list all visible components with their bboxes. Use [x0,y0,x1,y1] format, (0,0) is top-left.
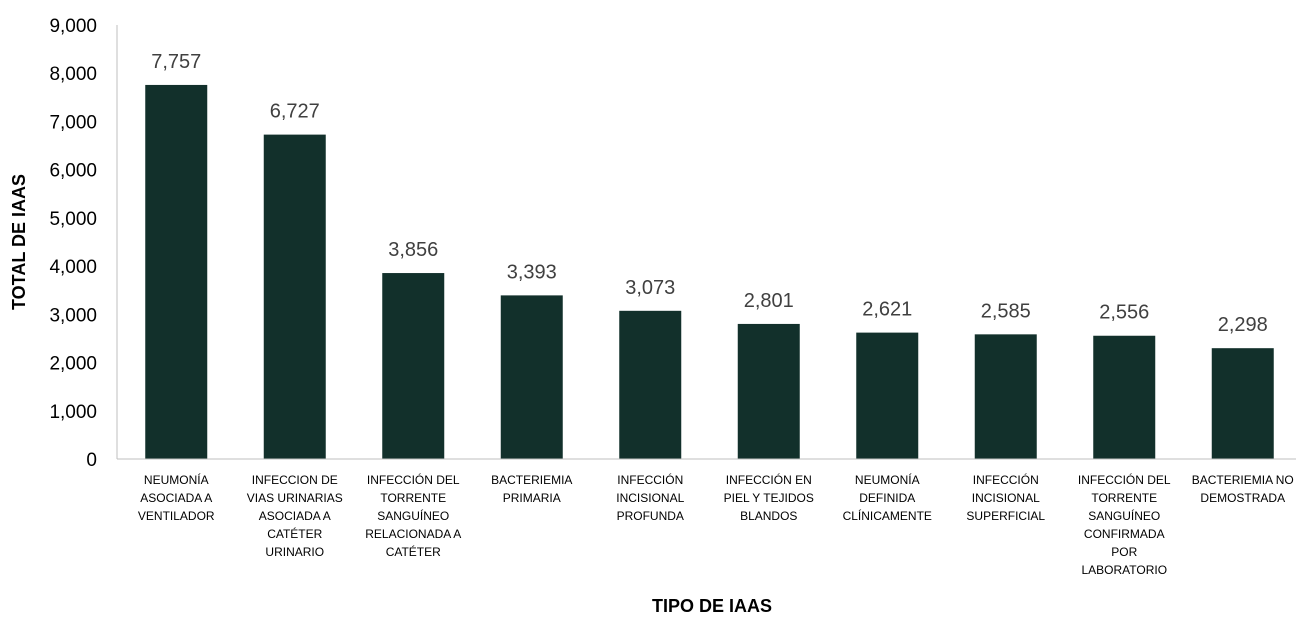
data-labels-group: 7,757 6,727 3,856 3,393 3,073 2,801 2,621 2,585… [151,51,1268,336]
y-tick-label: 7,000 [49,112,97,133]
x-category-label: INFECCIÓN EN PIEL Y TEJIDOS BLANDOS [724,472,814,523]
y-tick-label: 9,000 [49,16,97,37]
data-label: 3,393 [507,261,557,283]
x-category-label: NEUMONÍA DEFINIDA CLÍNICAMENTE [843,472,932,523]
x-category-label: NEUMONÍA ASOCIADA A VENTILADOR [138,472,215,523]
y-tick-label: 5,000 [49,209,97,230]
bar [737,323,800,459]
data-label: 7,757 [151,51,201,73]
y-tick-labels: 0 1,000 2,000 3,000 4,000 5,000 6,000 7,000 8,00… [49,16,97,471]
bar [619,310,682,459]
x-category-label: BACTERIEMIA PRIMARIA [491,473,572,505]
bar [856,332,919,459]
bar [974,334,1037,459]
y-axis-title: TOTAL DE IAAS [9,174,29,310]
x-axis-title: TIPO DE IAAS [652,596,772,616]
bars-group [145,84,1274,460]
y-tick-label: 1,000 [49,402,97,423]
y-tick-label: 2,000 [49,354,97,375]
y-tick-label: 8,000 [49,64,97,85]
x-category-label: INFECCIÓN INCISIONAL SUPERFICIAL [966,472,1045,523]
y-tick-label: 6,000 [49,161,97,182]
data-label: 6,727 [270,101,320,123]
x-category-label: INFECCION DE VIAS URINARIAS ASOCIADA A CATÉ… [247,473,343,559]
data-label: 2,556 [1099,302,1149,324]
y-tick-label: 4,000 [49,257,97,278]
y-tick-label: 3,000 [49,305,97,326]
data-label: 2,298 [1218,314,1268,336]
data-label: 2,585 [981,300,1031,322]
bar [145,84,208,460]
bar [263,134,326,459]
x-category-label: BACTERIEMIA NO DEMOSTRADA [1192,473,1294,505]
x-category-label: INFECCIÓN INCISIONAL PROFUNDA [616,472,684,523]
y-tick-label: 0 [86,450,97,471]
x-category-labels: NEUMONÍA ASOCIADA A VENTILADOR INFECCION DE… [138,472,1294,577]
x-category-label: INFECCIÓN DEL TORRENTE SANGUÍNEO RELACIONAD… [365,472,461,559]
data-label: 2,621 [862,299,912,321]
bar [1211,348,1274,459]
bar [500,295,563,459]
bar [382,273,445,459]
data-label: 3,856 [388,239,438,261]
bar [1093,335,1156,459]
data-label: 3,073 [625,277,675,299]
data-label: 2,801 [744,290,794,312]
x-category-label: INFECCIÓN DEL TORRENTE SANGUÍNEO CONFIRMADA… [1078,472,1171,577]
